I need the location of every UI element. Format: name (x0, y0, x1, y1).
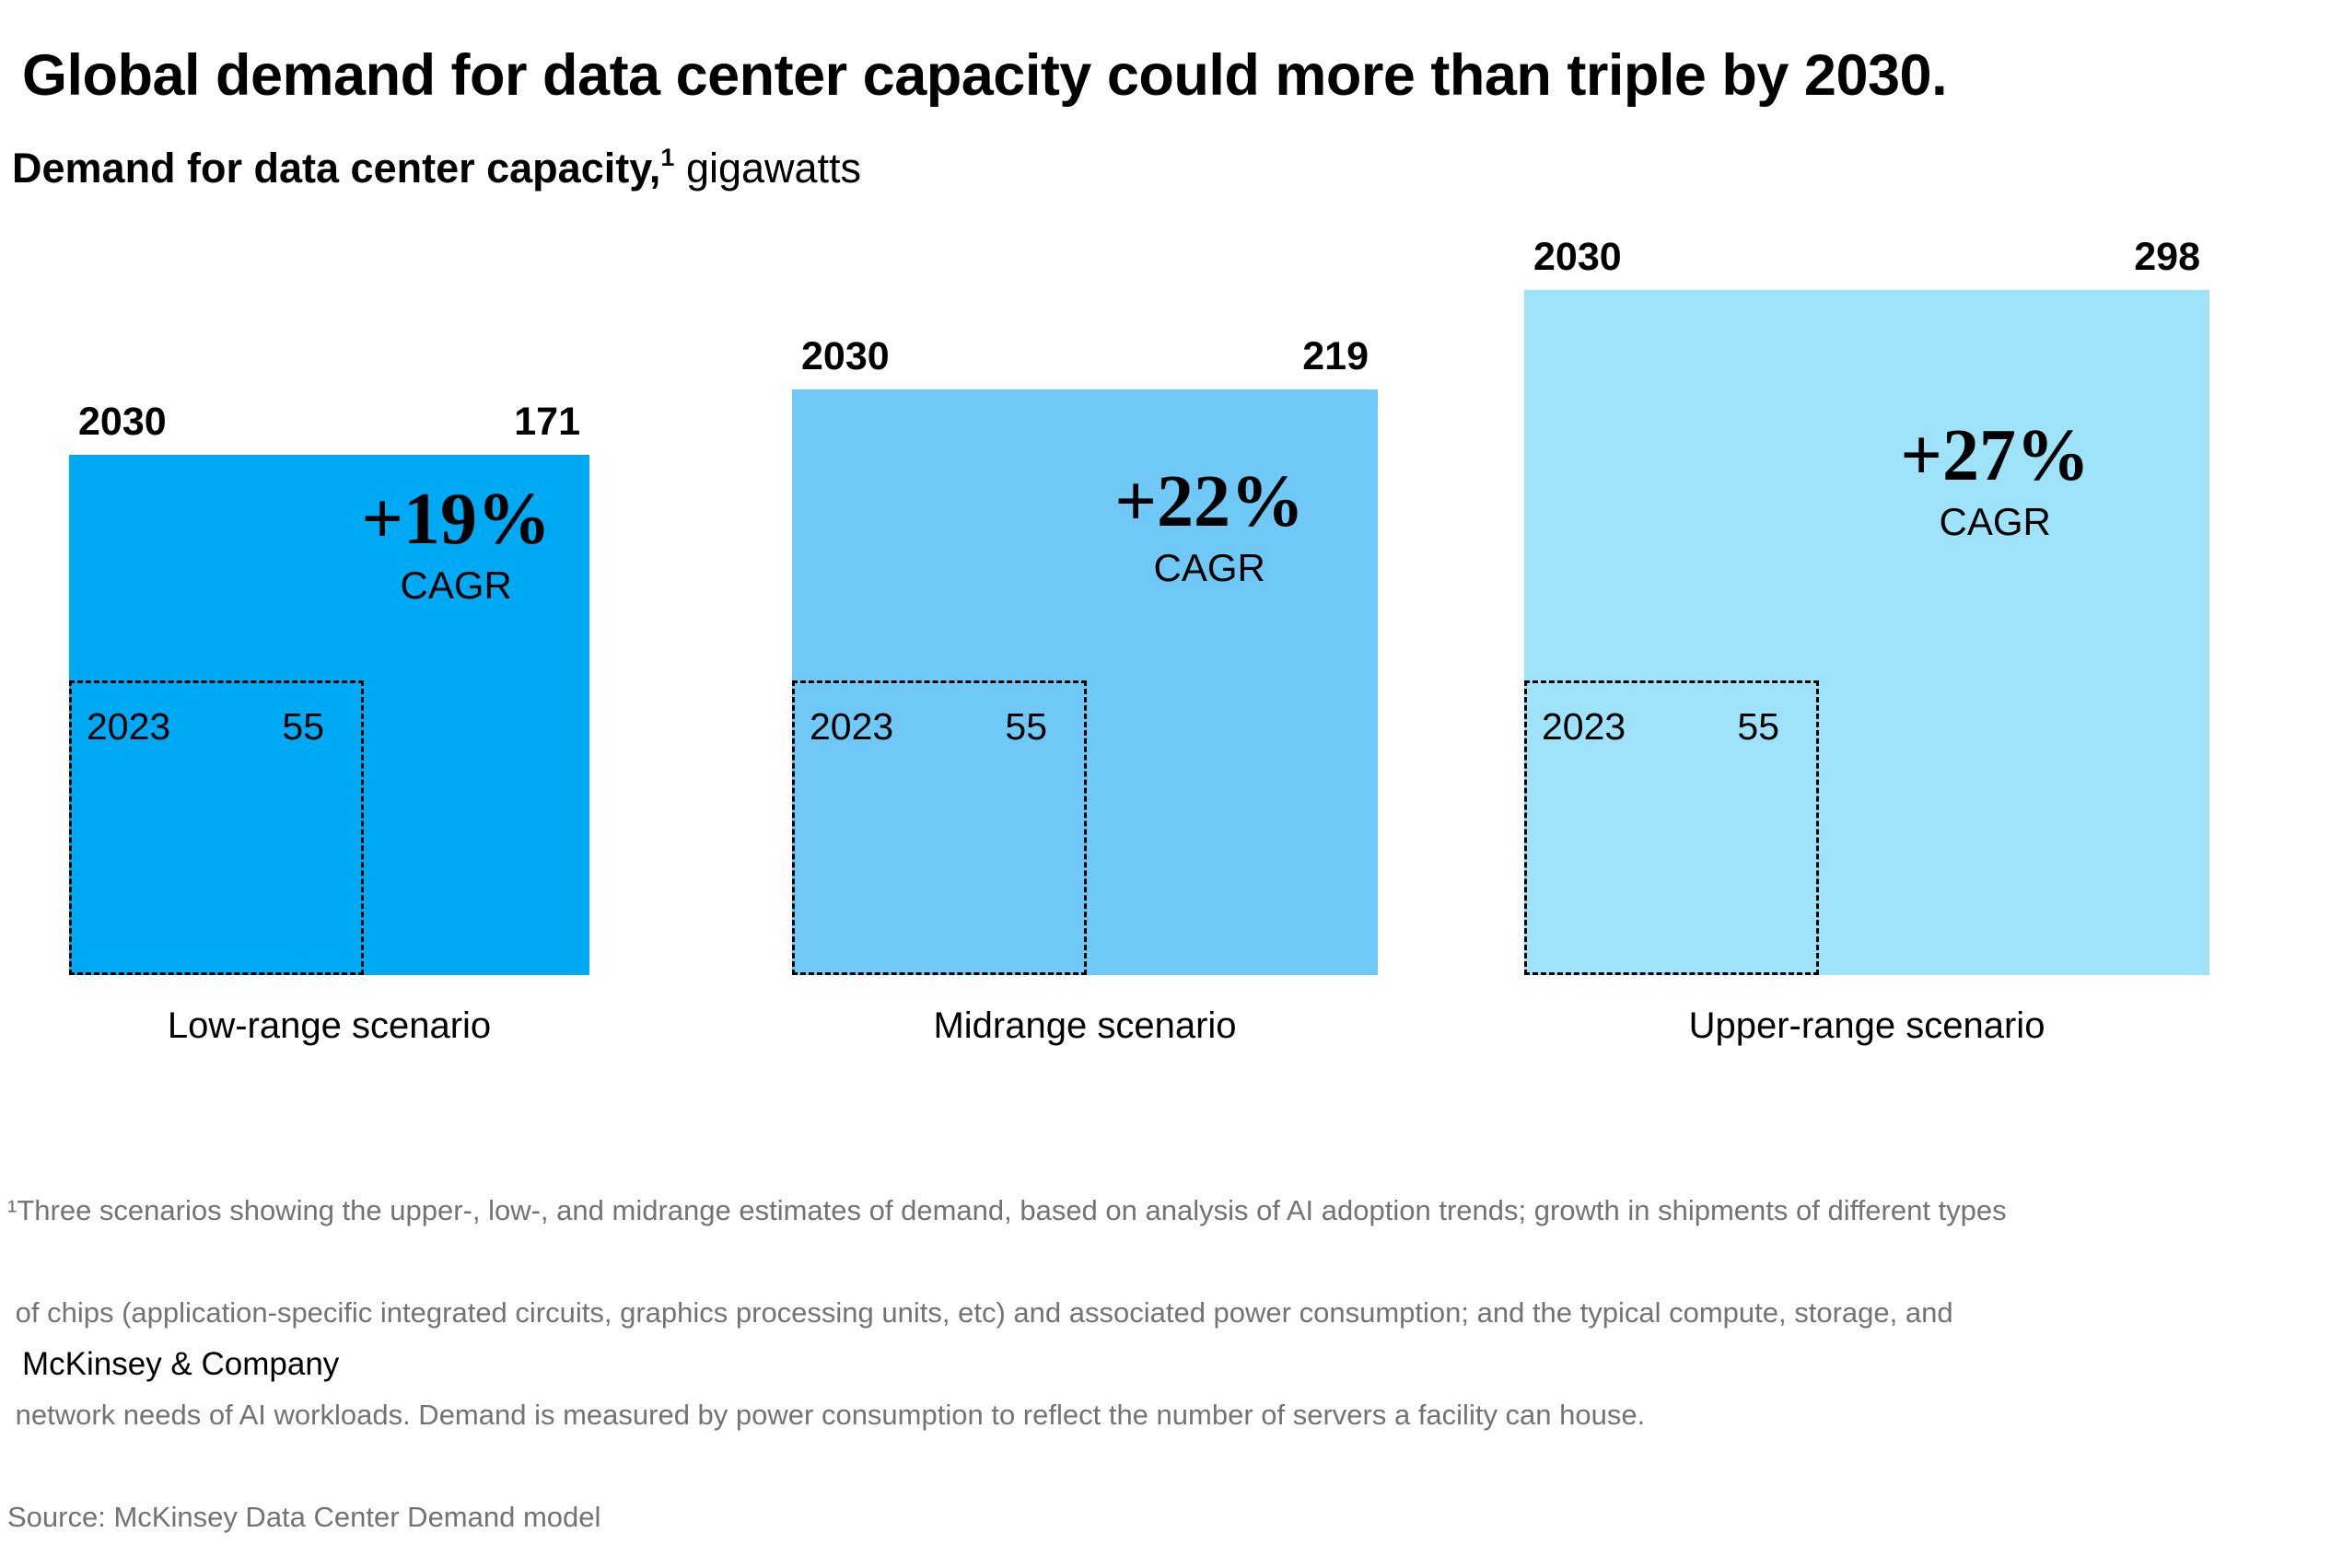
source-line: Source: McKinsey Data Center Demand mode… (7, 1501, 601, 1533)
square-2023-mid: 2023 55 (792, 680, 1087, 975)
footnote-line: of chips (application-specific integrate… (7, 1296, 1953, 1329)
year-2023-label-low: 2023 (87, 705, 171, 748)
footnote: ¹Three scenarios showing the upper-, low… (7, 1125, 2291, 1568)
value-2030-label-low: 171 (514, 400, 580, 444)
square-2030-low: +19% CAGR 2023 55 (69, 455, 589, 975)
cagr-label-mid: CAGR (1153, 546, 1265, 589)
square-top-labels-low: 2030 171 (69, 402, 589, 442)
cagr-block-low: +19% CAGR (361, 482, 551, 608)
value-2023-label-mid: 55 (1005, 705, 1047, 748)
footnote-line: ¹Three scenarios showing the upper-, low… (7, 1194, 2007, 1226)
cagr-label-upper: CAGR (1939, 500, 2051, 543)
year-2030-label-upper: 2030 (1533, 235, 1622, 279)
cagr-block-mid: +22% CAGR (1114, 465, 1304, 590)
scenario-label-upper: Upper-range scenario (1688, 1005, 2045, 1046)
value-2030-label-upper: 298 (2134, 235, 2200, 279)
chart-subtitle: Demand for data center capacity,1 gigawa… (12, 144, 861, 193)
chart-subtitle-unit: gigawatts (674, 145, 862, 192)
year-2030-label-mid: 2030 (801, 334, 890, 378)
square-2030-upper: +27% CAGR 2023 55 (1524, 290, 2209, 975)
mckinsey-wordmark: McKinsey & Company (22, 1346, 340, 1382)
square-top-labels-upper: 2030 298 (1524, 238, 2209, 277)
year-2023-label-mid: 2023 (810, 705, 894, 748)
square-2023-upper: 2023 55 (1524, 680, 1819, 975)
footnote-line: network needs of AI workloads. Demand is… (7, 1399, 1646, 1431)
value-2023-label-low: 55 (282, 705, 324, 748)
year-2023-label-upper: 2023 (1542, 705, 1626, 748)
scenario-label-mid: Midrange scenario (933, 1005, 1237, 1046)
cagr-block-upper: +27% CAGR (1900, 419, 2090, 544)
square-2023-low: 2023 55 (69, 680, 364, 975)
square-top-labels-mid: 2030 219 (792, 337, 1378, 377)
cagr-value-mid: +22% (1114, 461, 1304, 542)
chart-subtitle-bold: Demand for data center capacity, (12, 145, 661, 192)
cagr-label-low: CAGR (400, 563, 512, 607)
scenario-label-low: Low-range scenario (167, 1005, 492, 1046)
footnote-marker: 1 (660, 144, 675, 171)
page-title: Global demand for data center capacity c… (22, 43, 1948, 109)
cagr-value-low: +19% (361, 479, 551, 560)
cagr-value-upper: +27% (1900, 415, 2090, 496)
value-2023-label-upper: 55 (1737, 705, 1779, 748)
year-2030-label-low: 2030 (78, 400, 167, 444)
square-2030-mid: +22% CAGR 2023 55 (792, 389, 1378, 975)
value-2030-label-mid: 219 (1302, 334, 1369, 378)
